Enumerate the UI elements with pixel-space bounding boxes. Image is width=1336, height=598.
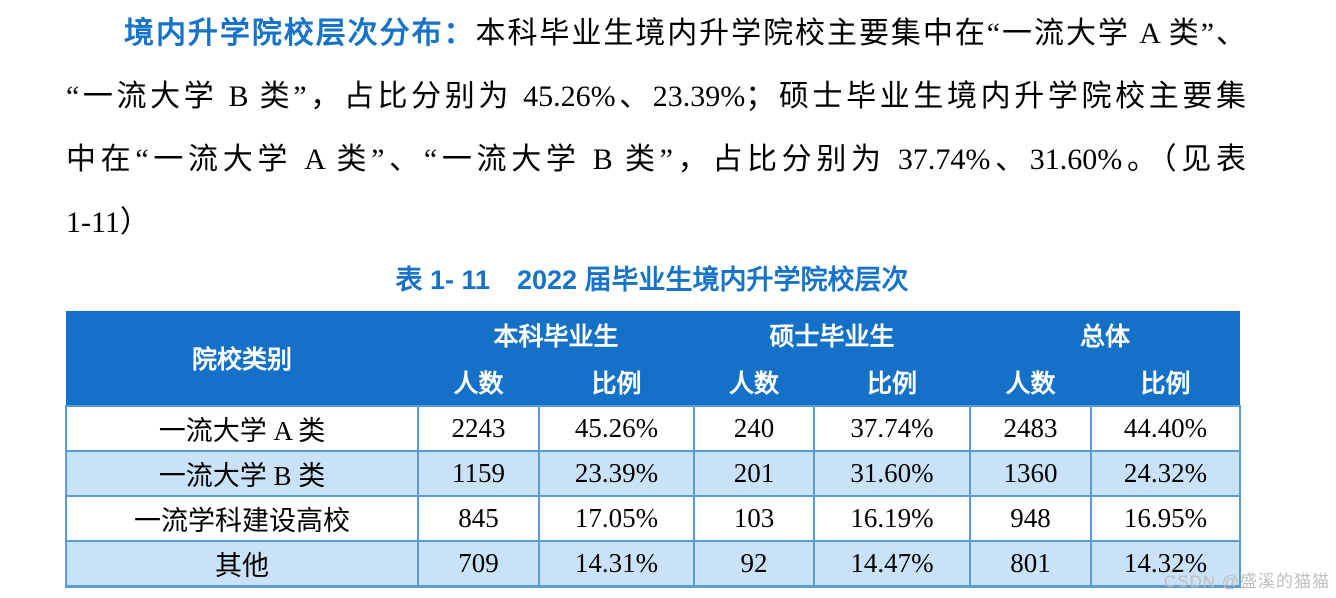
cell-master-ratio: 31.60% — [813, 450, 972, 497]
cell-master-count: 201 — [693, 450, 816, 497]
table-title: 表 1- 11 2022 届毕业生境内升学院校层次 — [395, 265, 909, 295]
cell-undergrad-ratio: 23.39% — [537, 450, 696, 497]
cell-undergrad-count: 845 — [417, 495, 540, 542]
col-header-undergrad-count: 人数 — [418, 358, 539, 406]
admission-level-table: 院校类别 本科毕业生 硕士毕业生 总体 人数 比例 人数 比例 人数 比例 一流… — [65, 311, 1242, 588]
col-header-master-count: 人数 — [694, 358, 815, 406]
cell-total-count: 1360 — [969, 450, 1093, 497]
table-row: 一流大学 A 类 2243 45.26% 240 37.74% 2483 44.… — [65, 405, 1242, 452]
col-header-total-ratio: 比例 — [1091, 358, 1241, 406]
paragraph-lead-in: 境内升学院校层次分布： — [124, 17, 476, 50]
cell-category: 一流学科建设高校 — [65, 495, 419, 542]
header-row-groups: 院校类别 本科毕业生 硕士毕业生 总体 — [66, 311, 1241, 406]
cell-undergrad-ratio: 14.31% — [537, 540, 696, 588]
cell-category: 一流大学 B 类 — [65, 450, 419, 497]
cell-total-ratio: 44.40% — [1090, 405, 1242, 452]
cell-total-count: 801 — [969, 540, 1093, 588]
body-paragraph: 境内升学院校层次分布：本科毕业生境内升学院校主要集中在“一流大学 A 类”、 “… — [66, 2, 1246, 254]
cell-total-ratio: 16.95% — [1090, 495, 1242, 542]
cell-category: 一流大学 A 类 — [65, 405, 419, 452]
table-row: 一流学科建设高校 845 17.05% 103 16.19% 948 16.95… — [65, 495, 1242, 542]
cell-total-count: 2483 — [969, 405, 1093, 452]
cell-undergrad-count: 2243 — [417, 405, 540, 452]
table-row: 一流大学 B 类 1159 23.39% 201 31.60% 1360 24.… — [65, 450, 1242, 497]
cell-master-ratio: 14.47% — [813, 540, 972, 588]
cell-category: 其他 — [65, 540, 419, 588]
cell-total-count: 948 — [969, 495, 1093, 542]
cell-master-count: 103 — [693, 495, 816, 542]
col-header-category: 院校类别 — [66, 311, 418, 406]
cell-total-ratio: 24.32% — [1090, 450, 1242, 497]
cell-master-count: 240 — [693, 405, 816, 452]
paragraph-line-1: 境内升学院校层次分布：本科毕业生境内升学院校主要集中在“一流大学 A 类”、 — [66, 2, 1246, 65]
table-row: 其他 709 14.31% 92 14.47% 801 14.32% — [65, 540, 1242, 588]
paragraph-line-3: 中在“一流大学 A 类”、“一流大学 B 类”，占比分别为 37.74%、31.… — [66, 143, 1246, 176]
cell-undergrad-ratio: 17.05% — [537, 495, 696, 542]
header-row-subcolumns: 人数 比例 人数 比例 人数 比例 — [66, 358, 1241, 406]
cell-master-ratio: 16.19% — [813, 495, 972, 542]
cell-total-ratio: 14.32% — [1090, 540, 1242, 588]
paragraph-line-2: “一流大学 B 类”，占比分别为 45.26%、23.39%；硕士毕业生境内升学… — [66, 80, 1246, 113]
col-group-total: 总体 — [970, 311, 1241, 358]
col-header-undergrad-ratio: 比例 — [539, 358, 695, 406]
cell-undergrad-count: 709 — [417, 540, 540, 588]
cell-undergrad-ratio: 45.26% — [537, 405, 696, 452]
paragraph-line-4: 1-11） — [66, 206, 150, 239]
cell-master-ratio: 37.74% — [813, 405, 972, 452]
col-header-master-ratio: 比例 — [814, 358, 971, 406]
col-group-undergrad: 本科毕业生 — [418, 311, 695, 358]
col-header-total-count: 人数 — [970, 358, 1092, 406]
watermark: CSDN @盛溪的猫猫 — [1163, 572, 1330, 591]
col-group-master: 硕士毕业生 — [694, 311, 971, 358]
paragraph-line-1-text: 本科毕业生境内升学院校主要集中在“一流大学 A 类”、 — [475, 17, 1247, 50]
cell-master-count: 92 — [693, 540, 816, 588]
cell-undergrad-count: 1159 — [417, 450, 540, 497]
